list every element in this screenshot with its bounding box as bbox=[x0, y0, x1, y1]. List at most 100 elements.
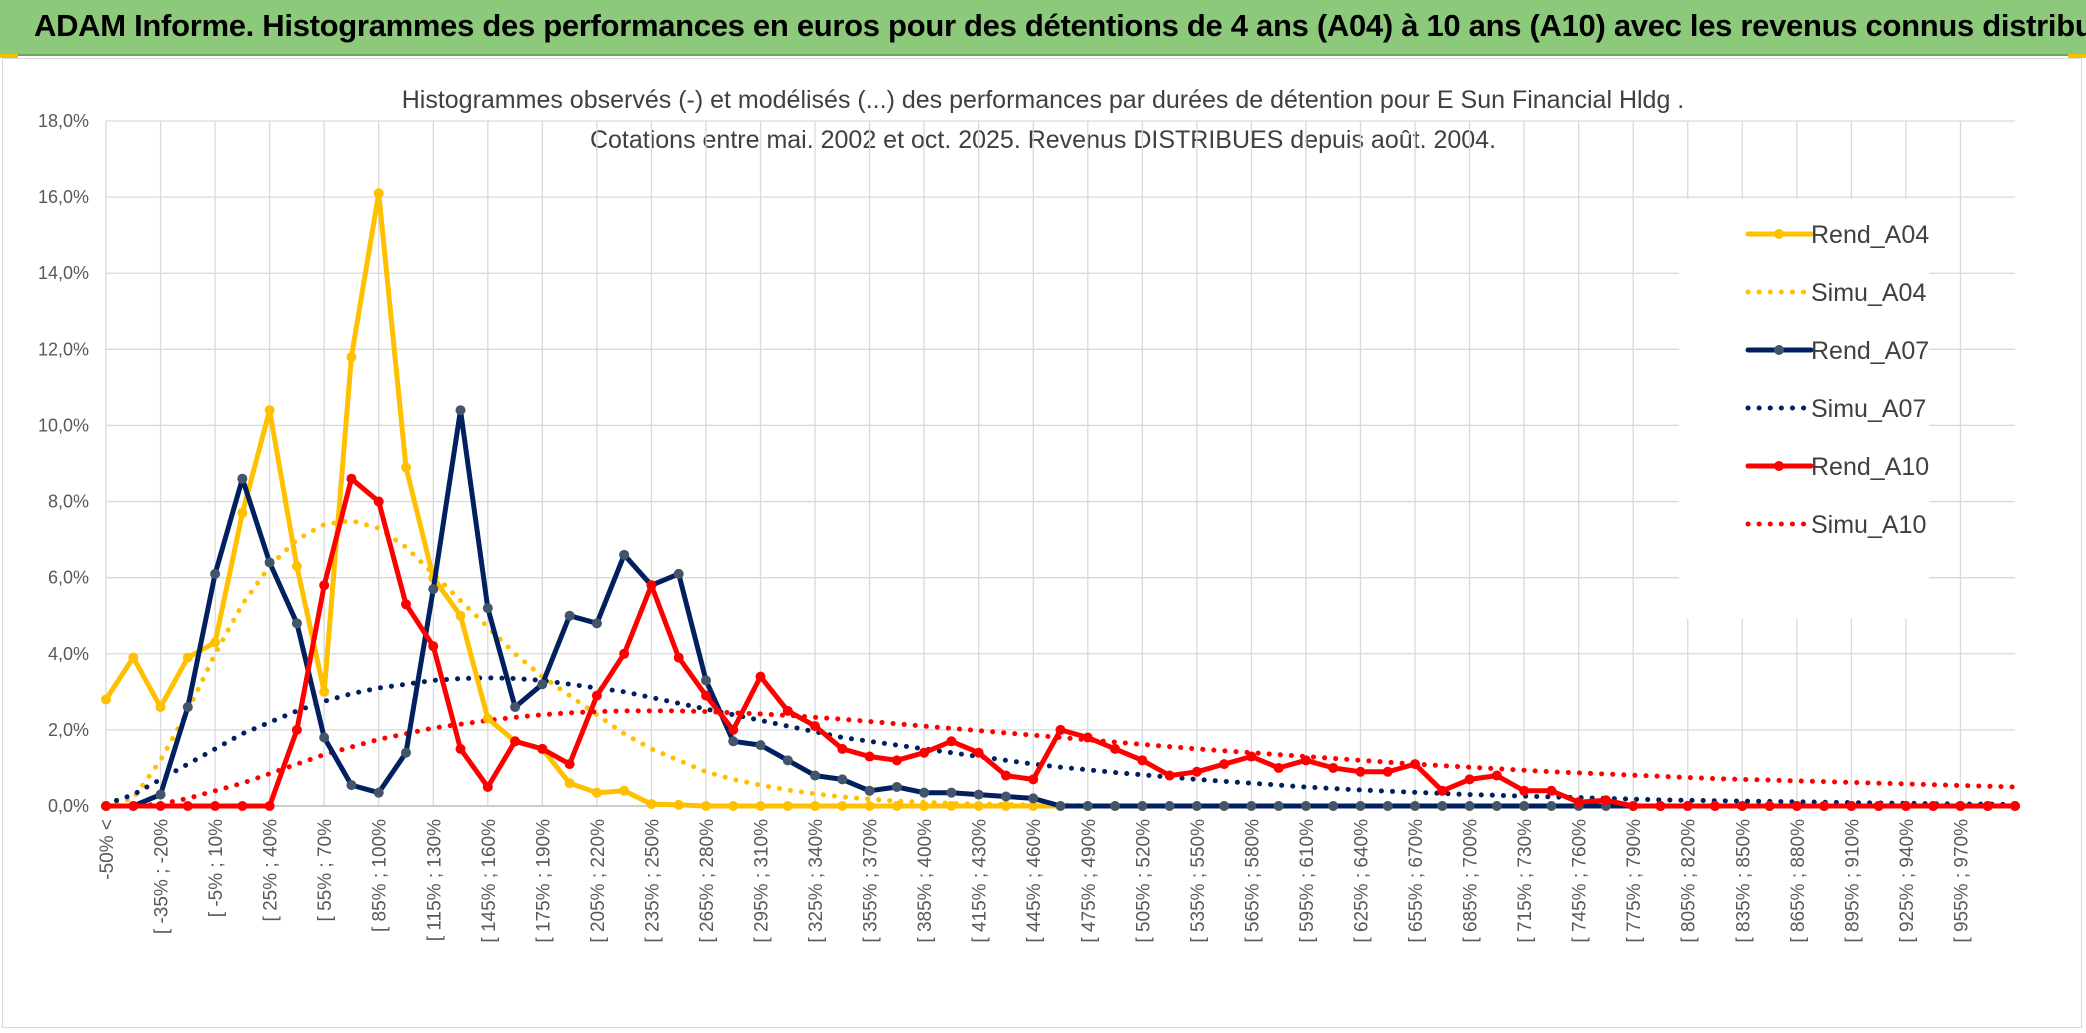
x-tick-label: [ 235% ; 250% bbox=[642, 819, 663, 943]
data-point-rend_a10 bbox=[1055, 724, 1066, 735]
data-point-rend_a10 bbox=[1273, 762, 1284, 773]
data-point-rend_a10 bbox=[182, 801, 193, 811]
data-point-rend_a04 bbox=[210, 637, 221, 648]
data-point-rend_a10 bbox=[1600, 795, 1611, 806]
y-tick-label: 18,0% bbox=[38, 111, 89, 131]
data-point-rend_a04 bbox=[291, 561, 302, 572]
data-point-rend_a10 bbox=[973, 747, 984, 758]
data-point-rend_a10 bbox=[864, 751, 875, 762]
legend-label-simu_a10: Simu_A10 bbox=[1811, 511, 1926, 539]
data-point-rend_a07 bbox=[700, 675, 711, 686]
data-point-rend_a07 bbox=[346, 780, 357, 791]
data-point-rend_a10 bbox=[946, 736, 957, 747]
data-point-rend_a04 bbox=[810, 801, 821, 811]
data-point-rend_a10 bbox=[700, 690, 711, 701]
data-point-rend_a07 bbox=[1464, 801, 1475, 811]
data-point-rend_a04 bbox=[646, 799, 657, 810]
data-point-rend_a10 bbox=[537, 743, 548, 754]
data-point-rend_a04 bbox=[728, 801, 739, 811]
data-point-rend_a07 bbox=[591, 618, 602, 629]
data-point-rend_a04 bbox=[946, 801, 957, 811]
data-point-rend_a04 bbox=[373, 188, 384, 199]
data-point-rend_a10 bbox=[673, 652, 684, 663]
data-point-rend_a10 bbox=[891, 755, 902, 766]
chart-title-line-2: Cotations entre mai. 2002 et oct. 2025. … bbox=[590, 126, 1496, 154]
y-tick-label: 2,0% bbox=[48, 720, 89, 740]
data-point-rend_a07 bbox=[537, 679, 548, 690]
data-point-rend_a10 bbox=[1028, 774, 1039, 785]
chart-area: Histogrammes observés (-) et modélisés (… bbox=[2, 58, 2082, 1028]
x-tick-label: [ 745% ; 760% bbox=[1570, 819, 1591, 943]
data-point-rend_a07 bbox=[1219, 801, 1230, 811]
x-tick-label: [ 655% ; 670% bbox=[1406, 819, 1427, 943]
data-point-rend_a10 bbox=[1137, 755, 1148, 766]
x-tick-label: [ 415% ; 430% bbox=[970, 819, 991, 943]
data-point-rend_a10 bbox=[1546, 785, 1557, 796]
data-point-rend_a10 bbox=[373, 496, 384, 507]
data-point-rend_a04 bbox=[891, 801, 902, 811]
x-tick-label: [ 55% ; 70% bbox=[315, 819, 336, 922]
data-point-rend_a10 bbox=[1682, 801, 1693, 811]
data-point-rend_a10 bbox=[1191, 766, 1202, 777]
data-point-rend_a07 bbox=[1246, 801, 1257, 811]
data-point-rend_a04 bbox=[700, 801, 711, 811]
data-point-rend_a07 bbox=[319, 732, 330, 743]
data-point-rend_a10 bbox=[1246, 751, 1257, 762]
data-point-rend_a04 bbox=[400, 462, 411, 473]
data-point-rend_a10 bbox=[128, 801, 139, 811]
data-point-rend_a07 bbox=[946, 787, 957, 798]
data-point-rend_a10 bbox=[319, 580, 330, 591]
data-point-rend_a04 bbox=[673, 799, 684, 810]
data-point-rend_a10 bbox=[1300, 755, 1311, 766]
data-point-rend_a07 bbox=[1055, 801, 1066, 811]
data-point-rend_a10 bbox=[264, 801, 275, 811]
data-point-rend_a10 bbox=[1900, 801, 1911, 811]
data-point-rend_a04 bbox=[264, 405, 275, 416]
data-point-rend_a07 bbox=[728, 736, 739, 747]
data-point-rend_a10 bbox=[101, 801, 111, 811]
data-point-rend_a04 bbox=[346, 351, 357, 362]
data-point-rend_a10 bbox=[1628, 801, 1639, 811]
data-point-rend_a04 bbox=[864, 801, 875, 811]
x-tick-label: [ -5% ; 10% bbox=[206, 819, 227, 917]
data-point-rend_a07 bbox=[837, 774, 848, 785]
data-point-rend_a10 bbox=[1437, 785, 1448, 796]
x-tick-label: [ 835% ; 850% bbox=[1733, 819, 1754, 943]
performance-histogram-chart: Histogrammes observés (-) et modélisés (… bbox=[38, 86, 2020, 943]
data-point-rend_a07 bbox=[1491, 801, 1502, 811]
data-point-rend_a07 bbox=[1382, 801, 1393, 811]
data-point-rend_a04 bbox=[319, 686, 330, 697]
data-point-rend_a04 bbox=[619, 785, 630, 796]
data-point-rend_a10 bbox=[1000, 770, 1011, 781]
data-point-rend_a07 bbox=[455, 405, 466, 416]
data-point-rend_a10 bbox=[346, 473, 357, 484]
x-tick-label: [ 265% ; 280% bbox=[697, 819, 718, 943]
data-point-rend_a10 bbox=[291, 724, 302, 735]
data-point-rend_a07 bbox=[264, 557, 275, 568]
data-point-rend_a04 bbox=[591, 787, 602, 798]
data-point-rend_a10 bbox=[1982, 801, 1993, 811]
x-tick-label: [ 295% ; 310% bbox=[752, 819, 773, 943]
data-point-rend_a10 bbox=[1955, 801, 1966, 811]
x-tick-label: [ 895% ; 910% bbox=[1842, 819, 1863, 943]
legend-label-rend_a07: Rend_A07 bbox=[1811, 337, 1929, 365]
data-point-rend_a10 bbox=[591, 690, 602, 701]
data-point-rend_a10 bbox=[810, 721, 821, 732]
y-tick-label: 4,0% bbox=[48, 644, 89, 664]
data-point-rend_a04 bbox=[482, 713, 493, 724]
x-tick-label: [ 715% ; 730% bbox=[1515, 819, 1536, 943]
series-line-simu_a07 bbox=[103, 675, 2018, 807]
data-point-rend_a04 bbox=[455, 610, 466, 621]
data-point-rend_a10 bbox=[782, 705, 793, 716]
series-line-simu_a10 bbox=[103, 708, 2018, 809]
y-tick-label: 14,0% bbox=[38, 263, 89, 283]
y-tick-label: 0,0% bbox=[48, 796, 89, 816]
data-point-rend_a10 bbox=[646, 580, 657, 591]
x-tick-label: [ 925% ; 940% bbox=[1897, 819, 1918, 943]
legend-label-simu_a04: Simu_A04 bbox=[1811, 279, 1926, 307]
data-point-rend_a07 bbox=[564, 610, 575, 621]
data-point-rend_a10 bbox=[2010, 801, 2020, 811]
data-point-rend_a10 bbox=[1491, 770, 1502, 781]
data-point-rend_a07 bbox=[1300, 801, 1311, 811]
x-tick-label: [ 865% ; 880% bbox=[1788, 819, 1809, 943]
